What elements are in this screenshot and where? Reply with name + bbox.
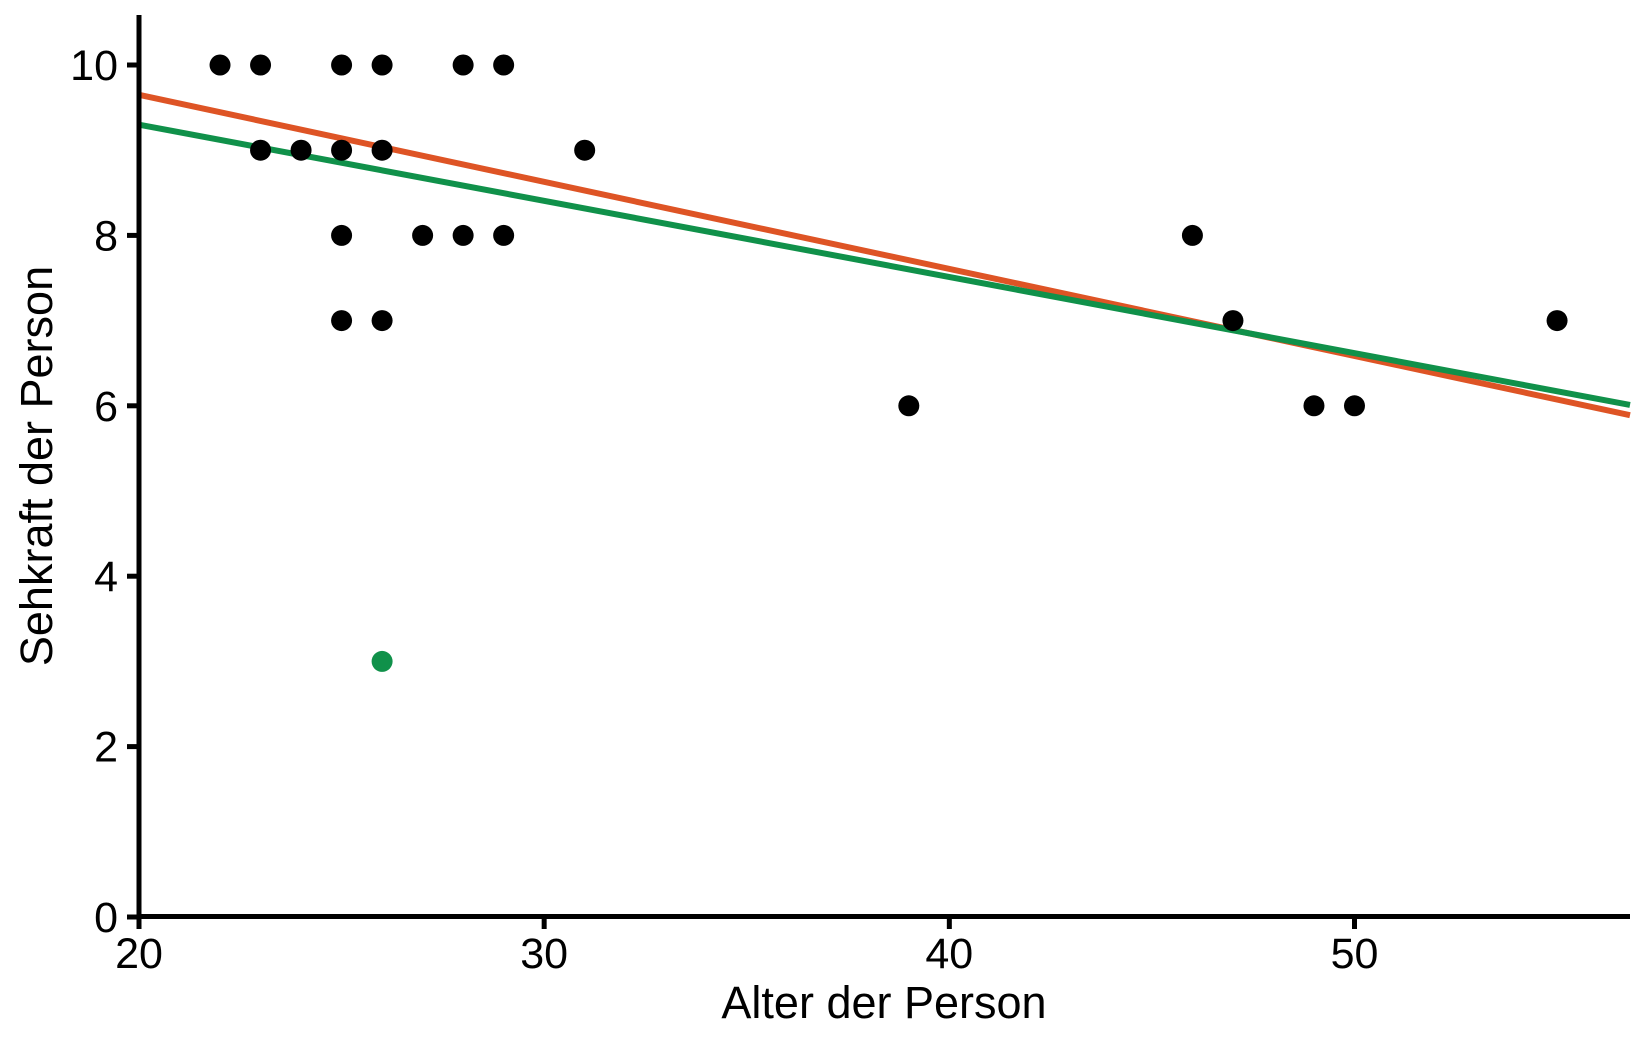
data-points bbox=[493, 54, 515, 76]
x-tick-label: 30 bbox=[520, 930, 568, 978]
trend-line-orange bbox=[138, 91, 1631, 419]
data-points bbox=[898, 395, 920, 417]
outlier-point bbox=[371, 650, 393, 672]
tick-labels-layer: 0 2 4 6 8 10 20 30 40 50 bbox=[70, 42, 1378, 978]
data-points bbox=[290, 139, 312, 161]
data-points bbox=[1222, 310, 1244, 332]
data-points bbox=[1343, 395, 1365, 417]
y-tick-label: 8 bbox=[94, 212, 118, 260]
trend-lines-layer bbox=[138, 91, 1631, 419]
data-points bbox=[371, 139, 393, 161]
data-points bbox=[250, 54, 272, 76]
y-tick-label: 6 bbox=[94, 383, 118, 431]
y-axis-title: Sehkraft der Person bbox=[11, 266, 62, 666]
x-tick-label: 50 bbox=[1331, 930, 1379, 978]
data-points bbox=[412, 224, 434, 246]
data-points bbox=[574, 139, 596, 161]
data-points bbox=[452, 54, 474, 76]
data-points bbox=[452, 224, 474, 246]
data-points bbox=[1546, 310, 1568, 332]
y-tick-label: 0 bbox=[94, 894, 118, 942]
y-tick-label: 2 bbox=[94, 724, 118, 772]
scatter-points-layer bbox=[209, 54, 1568, 672]
trend-line-green bbox=[138, 121, 1631, 408]
data-points bbox=[371, 310, 393, 332]
data-points bbox=[250, 139, 272, 161]
data-points bbox=[331, 54, 353, 76]
data-points bbox=[1181, 224, 1203, 246]
data-points bbox=[1303, 395, 1325, 417]
y-tick-label: 10 bbox=[70, 42, 118, 90]
data-points bbox=[493, 224, 515, 246]
data-points bbox=[331, 224, 353, 246]
data-points bbox=[331, 310, 353, 332]
y-tick-label: 4 bbox=[94, 553, 118, 601]
data-points bbox=[209, 54, 231, 76]
data-points bbox=[331, 139, 353, 161]
axes-layer bbox=[127, 15, 1630, 929]
x-tick-label: 20 bbox=[115, 930, 163, 978]
x-axis-title: Alter der Person bbox=[721, 977, 1046, 1028]
x-tick-label: 40 bbox=[925, 930, 973, 978]
data-points bbox=[371, 54, 393, 76]
